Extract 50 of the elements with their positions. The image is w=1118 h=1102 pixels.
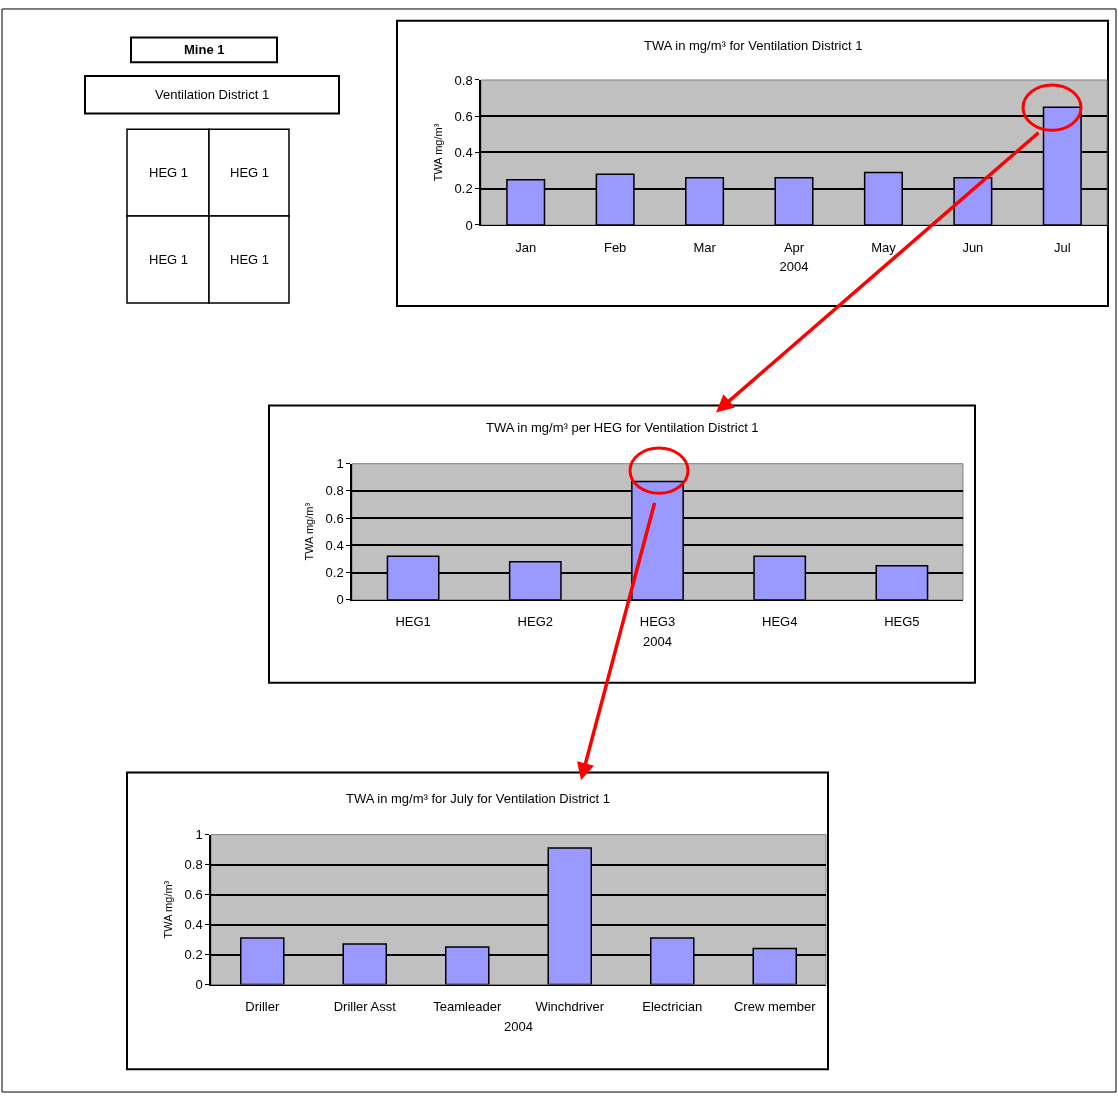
y-tick-label: 0.8 [325,483,344,499]
x-tick-label: Crew member [733,999,817,1015]
y-tick-label: 0.6 [454,108,473,124]
text: HEG 1 [149,252,189,267]
chart-title: TWA in mg/m³ per HEG for Ventilation District 1 [486,420,759,435]
x-tick-label: HEG4 [762,614,798,630]
x-tick-label: Driller [245,999,280,1015]
x-tick-label: Jul [1053,239,1071,255]
x-tick-label: Winchdriver [535,999,605,1015]
y-tick-label: 0.8 [454,72,473,88]
x-tick-label: Jun [962,239,984,255]
y-tick-label: 0.4 [325,537,344,553]
text: HEG 1 [230,165,270,180]
text: Mine 1 [184,42,225,57]
x-tick-label: May [871,239,897,255]
x-axis-title: 2004 [779,259,809,275]
x-tick-label: HEG1 [395,614,431,630]
y-tick-label: 0.2 [184,947,203,963]
text: HEG 1 [149,165,189,180]
y-tick-label: 1 [336,456,344,472]
x-tick-label: HEG2 [517,614,553,630]
x-axis-title: 2004 [504,1018,533,1034]
y-tick-label: 0.2 [454,181,473,197]
y-tick-label: 0.4 [184,917,203,933]
text: HEG 1 [230,252,270,267]
y-tick-label: 0 [195,977,203,993]
x-tick-label: Driller Asst [333,999,397,1015]
x-tick-label: HEG3 [639,614,676,630]
y-tick-label: 0.2 [325,565,344,581]
y-axis-title: TWA mg/m³ [161,880,174,939]
x-tick-label: Teamleader [433,999,502,1015]
chart-title: TWA in mg/m³ for July for Ventilation District 1 [346,791,610,806]
x-tick-label: Feb [603,239,627,255]
x-tick-label: Electrician [642,999,703,1015]
y-tick-label: 0.6 [184,887,203,903]
y-axis-title: TWA mg/m³ [302,502,315,561]
x-tick-label: Apr [783,239,805,255]
x-axis-title: 2004 [643,634,672,650]
x-tick-label: Mar [693,239,717,255]
y-tick-label: 0 [336,592,344,608]
chart-title: TWA in mg/m³ for Ventilation District 1 [644,38,863,53]
y-tick-label: 0.8 [184,857,203,873]
x-tick-label: Jan [515,239,537,255]
text: Ventilation District 1 [155,87,270,102]
x-tick-label: HEG5 [884,614,920,630]
y-tick-label: 0 [465,217,473,233]
y-tick-label: 0.6 [325,510,344,526]
y-axis-title: TWA mg/m³ [431,123,444,182]
y-tick-label: 1 [195,827,203,843]
y-tick-label: 0.4 [454,145,473,161]
